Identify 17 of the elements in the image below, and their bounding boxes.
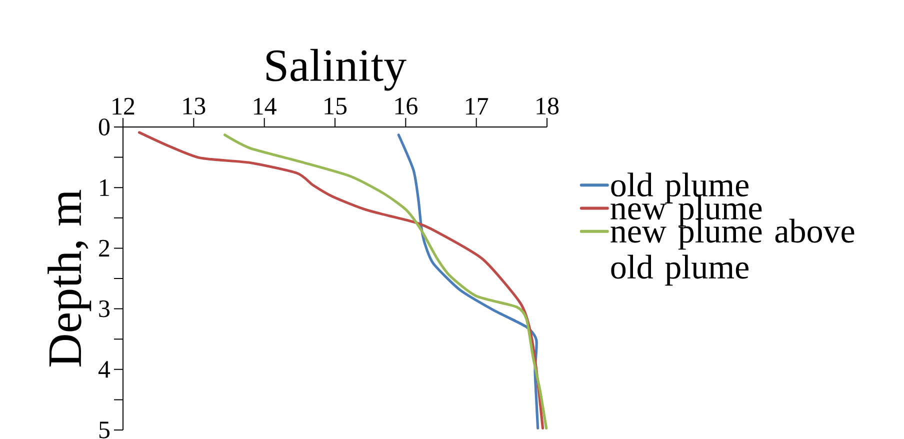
x-tick-label: 15 xyxy=(324,98,347,114)
y-axis-title: Depth, m xyxy=(48,190,92,366)
x-tick-label: 17 xyxy=(466,98,488,114)
y-tick-label: 3 xyxy=(99,300,110,318)
x-tick-label: 12 xyxy=(112,98,134,114)
line-series xyxy=(223,134,548,430)
x-tick-label: 14 xyxy=(254,98,276,114)
line-series xyxy=(138,131,544,430)
y-tick-label: 1 xyxy=(100,179,109,196)
y-tick-label: 0 xyxy=(98,118,110,136)
x-tick-label: 18 xyxy=(536,98,559,114)
y-tick-label: 2 xyxy=(99,240,110,256)
x-axis-title: Salinity xyxy=(266,48,406,91)
y-tick-label: 4 xyxy=(98,361,110,378)
x-tick-label: 13 xyxy=(183,98,206,114)
x-tick-label: 16 xyxy=(395,98,418,114)
y-tick-label: 5 xyxy=(99,422,110,438)
